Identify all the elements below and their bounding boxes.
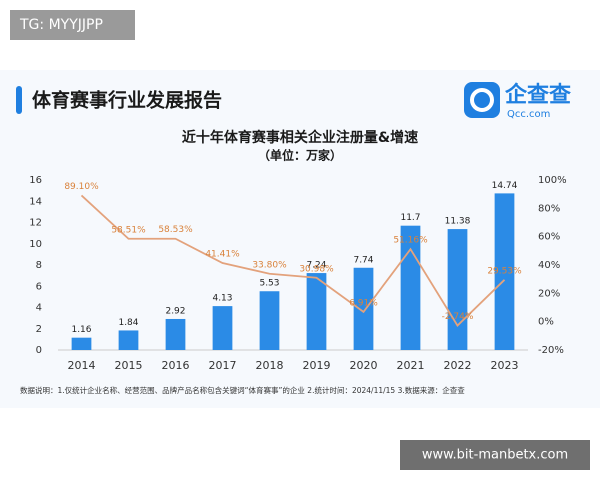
watermark-box (400, 440, 590, 470)
watermark: www.bit-manbetx.com (422, 448, 568, 463)
y-tick-label: 16 (29, 175, 42, 186)
bar (71, 337, 92, 350)
line-label: 89.10% (64, 182, 99, 192)
x-tick-label: 2019 (303, 359, 331, 372)
x-tick-label: 2022 (444, 359, 472, 372)
bar-label: 11.38 (445, 217, 471, 227)
x-tick-label: 2020 (350, 359, 378, 372)
y-tick-label: 2 (36, 324, 42, 335)
watermark-box (10, 10, 135, 40)
y-tick-label: 14 (29, 196, 42, 207)
chart-title: 近十年体育赛事相关企业注册量&增速 (182, 129, 418, 146)
y2-tick-label: 20% (538, 288, 560, 299)
bar (212, 306, 233, 350)
logo-icon (464, 82, 500, 118)
header-title: 体育赛事行业发展报告 (32, 89, 222, 112)
x-tick-label: 2023 (491, 359, 519, 372)
footnote: 数据说明：1.仅统计企业名称、经营范围、品牌产品名称包含关键词“体育赛事”的企业… (20, 385, 465, 395)
accent (16, 86, 22, 114)
bar (306, 273, 327, 350)
y-tick-label: 0 (36, 345, 42, 356)
x-tick-label: 2015 (115, 359, 143, 372)
line-label: 30.98% (299, 264, 334, 274)
bar-label: 1.84 (118, 318, 138, 328)
x-tick-label: 2014 (68, 359, 96, 372)
bar-label: 14.74 (492, 181, 518, 191)
line (80, 194, 506, 327)
line-label: 58.53% (158, 225, 193, 235)
y2-tick-label: 100% (538, 175, 567, 186)
line-label: -2.74% (442, 312, 474, 322)
y-tick-label: 10 (29, 239, 42, 250)
logo-glyph (470, 88, 494, 112)
bar (447, 229, 468, 350)
bar-label: 4.13 (212, 294, 232, 304)
bar-label: 7.24 (306, 261, 326, 271)
bar-label: 11.7 (400, 213, 420, 223)
y2-tick-label: 60% (538, 232, 560, 243)
line-label: 6.91% (349, 298, 378, 308)
bar (165, 318, 186, 350)
bar-label: 2.92 (165, 306, 185, 316)
y2-tick-label: -20% (538, 345, 564, 356)
logo-sub: Qcc.com (507, 109, 550, 120)
chart-subtitle: （单位：万家） (258, 148, 342, 163)
y2-tick-label: 40% (538, 260, 560, 271)
x-tick-label: 2016 (162, 359, 190, 372)
bar (118, 330, 139, 350)
bar-label: 1.16 (71, 325, 91, 335)
line-label: 51.16% (393, 236, 428, 246)
y-tick-label: 8 (36, 260, 42, 271)
line-label: 41.41% (205, 250, 240, 260)
bar-label: 5.53 (259, 279, 279, 289)
watermark: TG: MYYJJPP (19, 17, 103, 33)
bar-label: 7.74 (353, 255, 373, 265)
line-label: 33.80% (252, 260, 287, 270)
x-tick-label: 2021 (397, 359, 425, 372)
bar (259, 291, 280, 350)
line-label: 58.51% (111, 225, 146, 235)
y-tick-label: 12 (29, 218, 42, 229)
y2-tick-label: 0% (538, 317, 554, 328)
y-tick-label: 4 (36, 303, 42, 314)
y2-tick-label: 80% (538, 203, 560, 214)
x-tick-label: 2017 (209, 359, 237, 372)
bar (353, 267, 374, 350)
y-tick-label: 6 (36, 281, 42, 292)
logo-text: 企查查 (504, 82, 571, 108)
bar (494, 193, 515, 350)
line-label: 29.53% (487, 266, 522, 276)
x-tick-label: 2018 (256, 359, 284, 372)
